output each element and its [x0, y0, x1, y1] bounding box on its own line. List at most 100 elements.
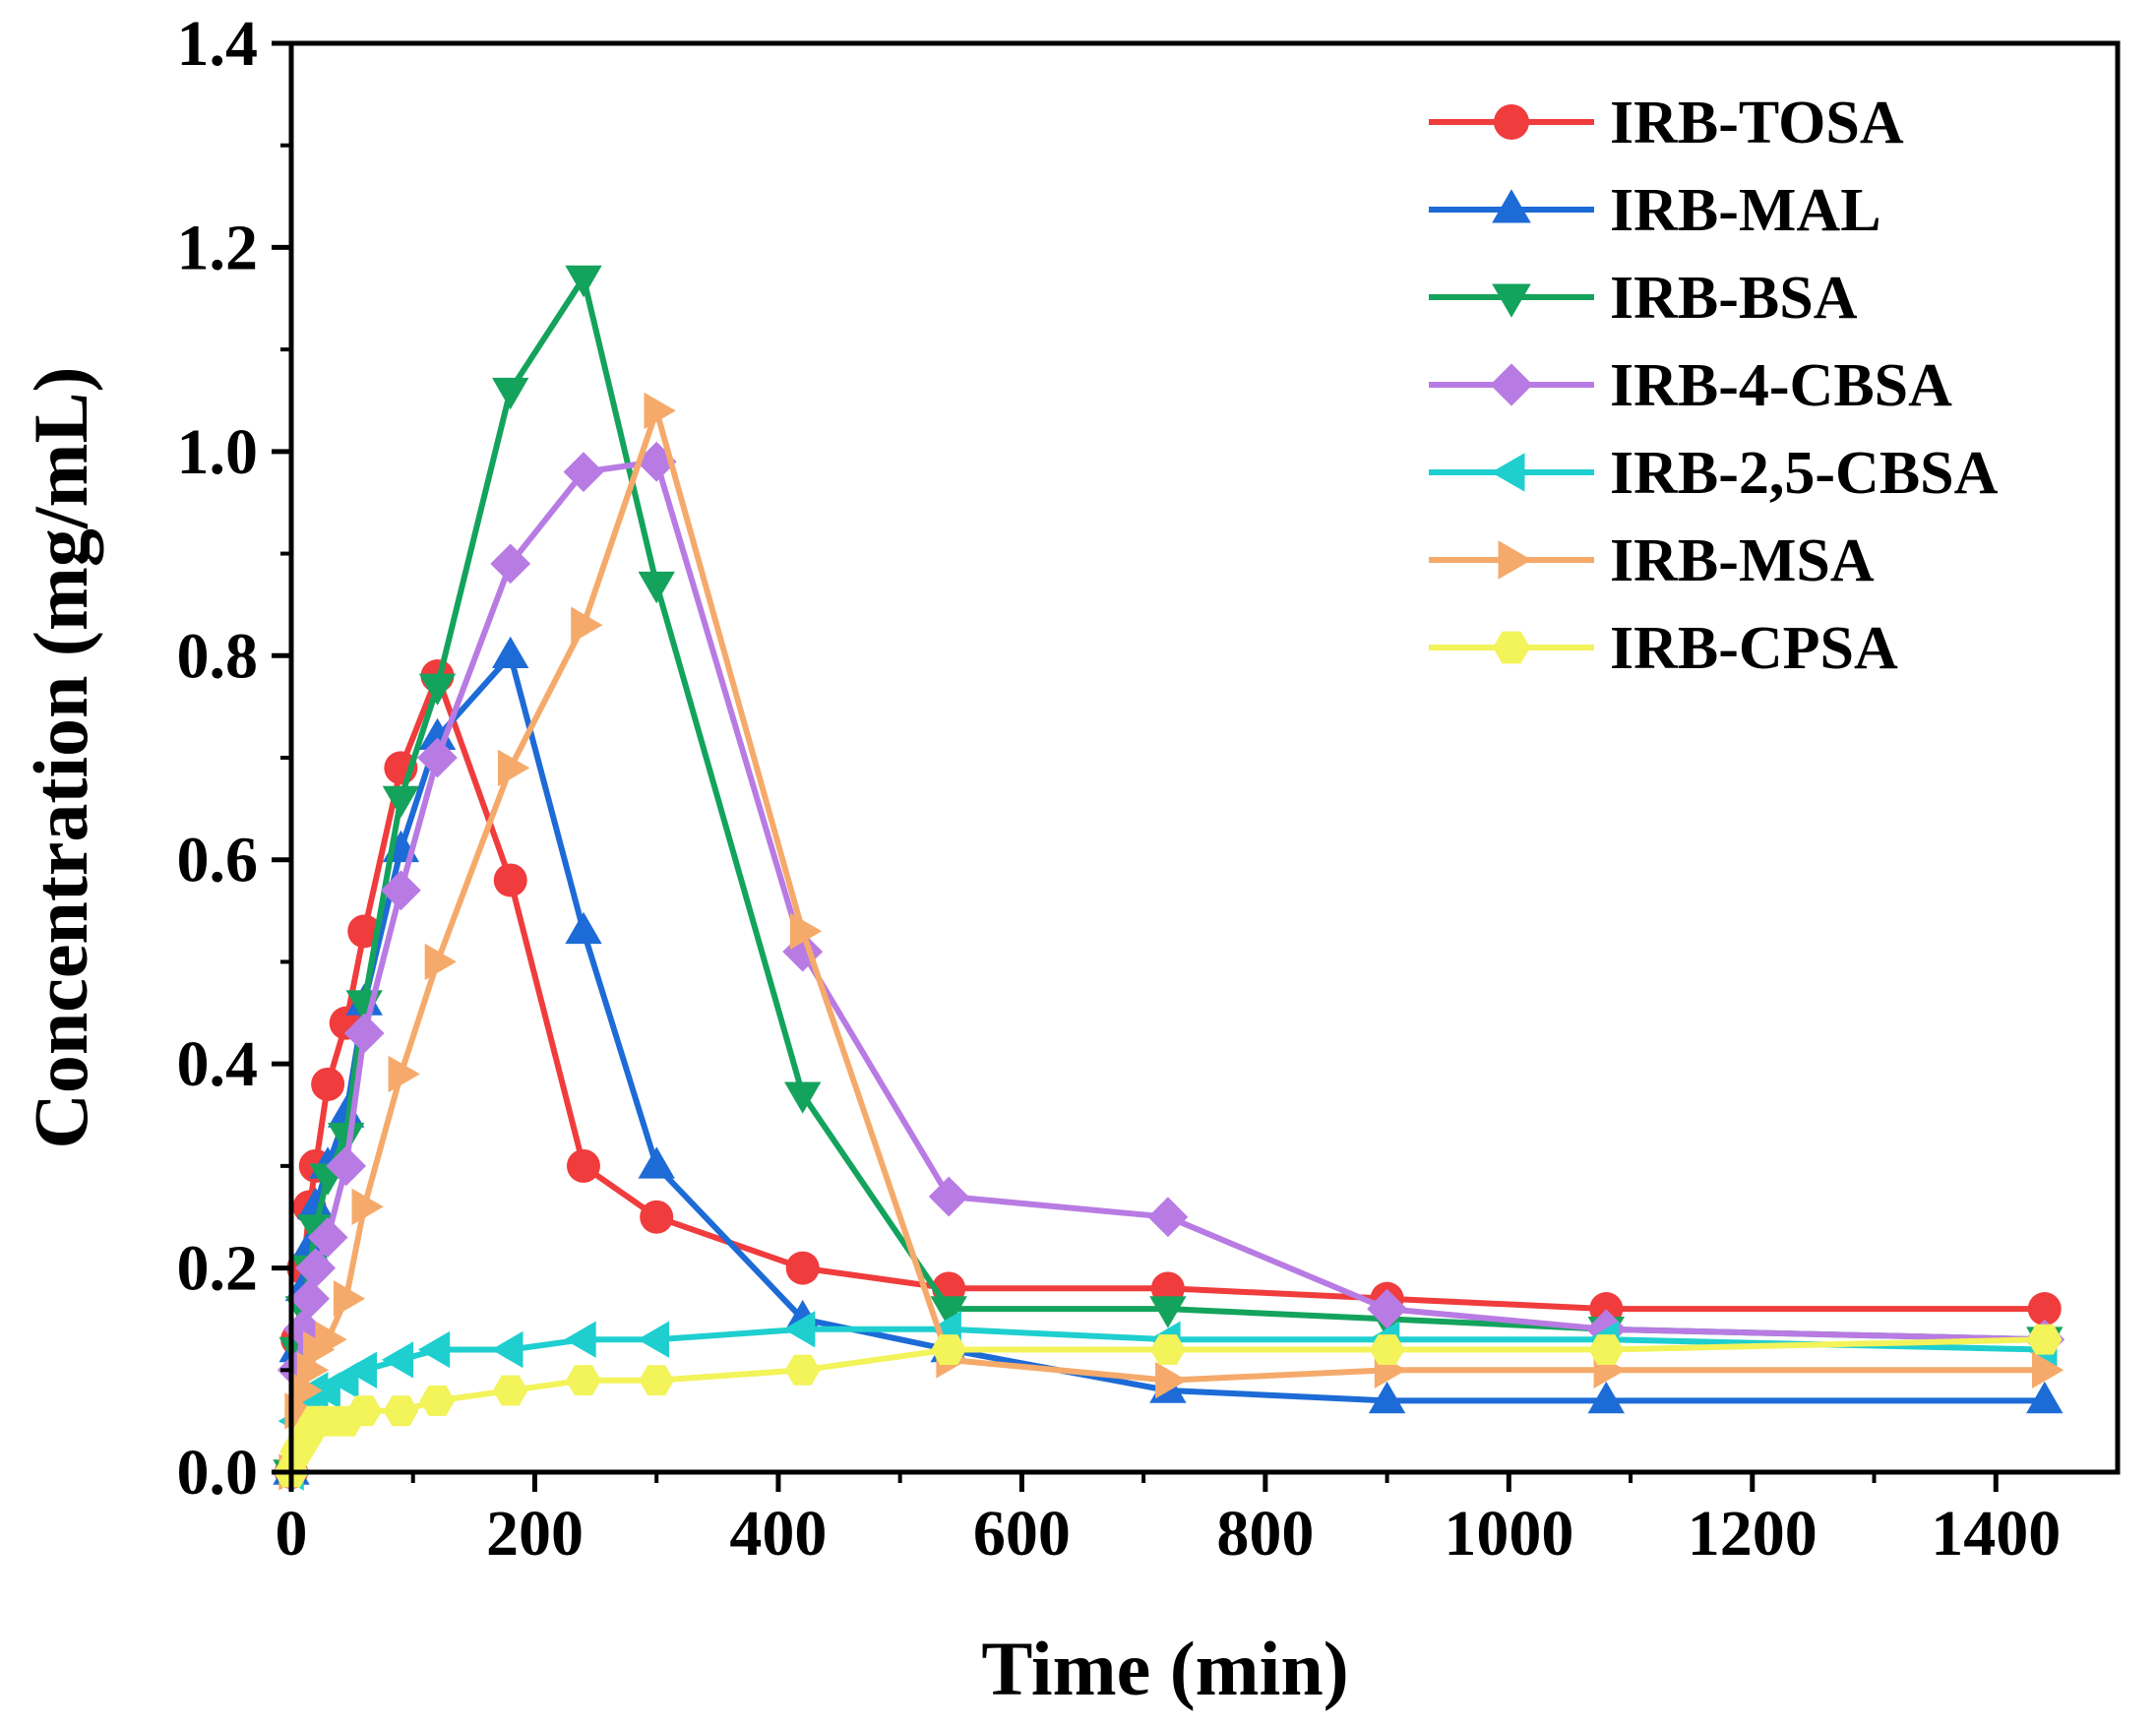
legend-marker	[1493, 631, 1530, 664]
data-point	[2027, 1292, 2062, 1326]
data-point	[343, 1013, 385, 1054]
y-tick-label: 0.6	[177, 825, 259, 896]
legend-entry: IRB-CPSA	[1429, 615, 1898, 682]
x-tick-label: 200	[486, 1498, 584, 1570]
data-point	[1587, 1381, 1625, 1414]
data-point	[326, 1145, 367, 1187]
data-point	[637, 1321, 669, 1358]
legend-marker	[1491, 453, 1525, 492]
data-point	[2026, 1381, 2064, 1414]
data-point	[307, 1217, 348, 1258]
legend-entry: IRB-TOSA	[1429, 90, 1904, 156]
data-point	[563, 452, 604, 492]
data-point	[789, 912, 823, 950]
data-point	[492, 377, 529, 410]
data-point	[566, 1148, 600, 1183]
legend-label: IRB-4-CBSA	[1610, 352, 1952, 419]
data-point	[418, 717, 457, 750]
y-axis-title: Concentration (mg/mL)	[18, 366, 103, 1148]
legend-marker	[1492, 189, 1531, 223]
legend-label: IRB-BSA	[1610, 265, 1858, 332]
legend-label: IRB-MSA	[1610, 527, 1875, 594]
data-point	[297, 1187, 335, 1220]
data-point	[424, 943, 457, 981]
y-tick-label: 0.4	[177, 1028, 259, 1100]
legend-label: IRB-2,5-CBSA	[1610, 440, 1999, 507]
data-point	[383, 1395, 419, 1427]
data-point	[571, 606, 603, 644]
legend-marker	[1490, 363, 1533, 406]
y-tick-label: 0.2	[177, 1233, 259, 1305]
legend-entry: IRB-MSA	[1429, 527, 1875, 594]
data-point	[639, 1365, 675, 1396]
data-point	[931, 1334, 966, 1365]
series-layer	[271, 265, 2065, 1493]
data-point	[419, 1385, 456, 1416]
data-point	[640, 1200, 674, 1234]
series-5	[278, 392, 2064, 1491]
data-point	[381, 870, 421, 911]
data-point	[1369, 1334, 1405, 1365]
legend-label: IRB-CPSA	[1610, 615, 1898, 682]
legend-label: IRB-TOSA	[1610, 90, 1904, 156]
legend-marker	[1492, 283, 1531, 318]
legend-entry: IRB-4-CBSA	[1429, 352, 1952, 419]
x-axis-title: Time (min)	[981, 1626, 1348, 1711]
data-point	[2032, 1351, 2064, 1388]
x-tick-label: 0	[276, 1498, 308, 1570]
data-point	[388, 1055, 420, 1093]
legend-marker	[1498, 540, 1532, 580]
x-tick-label: 1400	[1931, 1498, 2061, 1570]
x-tick-label: 800	[1216, 1498, 1314, 1570]
data-point	[566, 1365, 601, 1396]
data-point	[783, 1311, 816, 1348]
data-point	[930, 1296, 967, 1328]
plot-frame	[288, 40, 2121, 1475]
data-point	[417, 1330, 451, 1369]
data-point	[565, 911, 602, 945]
legend-marker	[1494, 104, 1529, 140]
data-point	[1368, 1381, 1406, 1414]
data-point	[295, 1248, 337, 1288]
data-point	[565, 265, 602, 298]
data-point	[928, 1176, 969, 1217]
data-point	[346, 1395, 383, 1427]
data-point	[784, 1354, 821, 1386]
legend: IRB-TOSA IRB-MAL IRB-BSA IRB-4-CBSA IRB-2,5-…	[1429, 90, 1999, 682]
x-tick-label: 600	[973, 1498, 1071, 1570]
data-point	[492, 636, 529, 668]
data-point	[311, 1067, 345, 1101]
data-point	[351, 1188, 384, 1225]
data-point	[1149, 1296, 1187, 1328]
data-point	[785, 1251, 820, 1285]
legend-entry: IRB-MAL	[1429, 177, 1881, 244]
data-point	[644, 392, 676, 430]
y-tick-label: 1.4	[177, 8, 259, 80]
x-tick-label: 1000	[1444, 1498, 1573, 1570]
data-point	[1155, 1362, 1188, 1399]
data-point	[492, 1375, 528, 1406]
data-point	[638, 571, 675, 604]
data-point	[315, 1321, 347, 1358]
series-6	[274, 1324, 2063, 1488]
y-tick-label: 1.0	[177, 416, 259, 488]
legend-entry: IRB-BSA	[1429, 265, 1858, 332]
legend-entry: IRB-2,5-CBSA	[1429, 440, 1999, 507]
data-point	[1588, 1334, 1625, 1365]
y-tick-label: 1.2	[177, 212, 259, 283]
ticks-layer: 0 200 400 600 800 1000 1200 1400 0.0 0.2 0.4 0.6 0.8…	[177, 8, 2062, 1570]
data-point	[1367, 1288, 1407, 1329]
data-point	[333, 1280, 366, 1318]
data-point	[382, 785, 420, 818]
data-point	[328, 1123, 365, 1155]
data-point	[1150, 1334, 1186, 1365]
y-tick-label: 0.0	[177, 1437, 259, 1509]
data-point	[491, 1330, 524, 1369]
x-tick-label: 1200	[1688, 1498, 1817, 1570]
legend-label: IRB-MAL	[1610, 177, 1881, 244]
data-point	[2026, 1324, 2063, 1355]
data-point	[490, 543, 531, 585]
data-point	[418, 673, 457, 706]
data-point	[1147, 1197, 1189, 1238]
data-point	[784, 1081, 822, 1114]
